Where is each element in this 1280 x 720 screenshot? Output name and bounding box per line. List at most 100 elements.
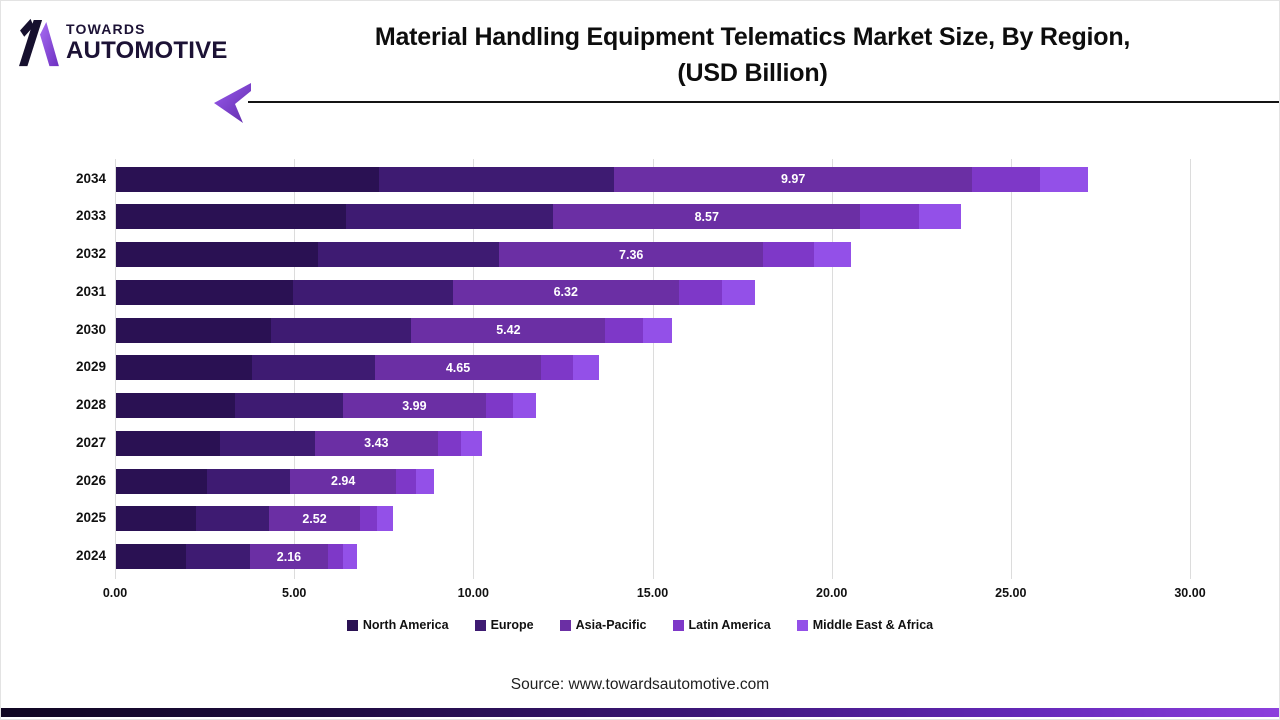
legend-swatch-icon (672, 619, 684, 631)
bar-segment-latin-america-2029 (541, 355, 574, 381)
bar-segment-latin-america-2027 (437, 430, 462, 456)
logo-a-mark-icon (19, 18, 59, 67)
logo-text: TOWARDS AUTOMOTIVE (66, 22, 228, 63)
legend-swatch-icon (559, 619, 571, 631)
bar-segment-latin-america-2034 (971, 166, 1040, 192)
bar-value-label: 9.97 (780, 172, 806, 186)
bottom-gradient-bar (1, 708, 1279, 717)
bar-value-label: 2.94 (331, 474, 356, 488)
legend-item-middle-east-africa: Middle East & Africa (796, 618, 933, 632)
chart-title-line2: (USD Billion) (677, 59, 828, 88)
x-tick-label: 0.00 (102, 586, 128, 600)
bar-row-2029: 4.65 (116, 355, 599, 381)
bar-segment-middle-east-africa-2027 (461, 430, 482, 456)
x-tick-label: 10.00 (457, 586, 489, 600)
logo: TOWARDS AUTOMOTIVE (19, 17, 228, 67)
legend-label: North America (362, 618, 449, 632)
x-tick-label: 25.00 (995, 586, 1027, 600)
bar-value-label: 8.57 (694, 209, 719, 224)
bar-segment-asia-pacific-2028: 3.99 (342, 393, 486, 418)
bar-value-label: 3.43 (364, 436, 389, 451)
chart-plot-area: 9.97 8.57 7.36 6.32 5.42 4.65 3.99 3.43 2.94 2.52… (115, 159, 1191, 579)
legend-swatch-icon (474, 619, 486, 631)
gridline-0.00 (115, 159, 116, 579)
bar-row-2027: 3.43 (116, 430, 482, 456)
chart-title-line1: Material Handling Equipment Telematics M… (374, 23, 1131, 51)
bar-segment-europe-2029 (251, 355, 375, 381)
bar-segment-north-america-2027 (116, 430, 221, 456)
y-axis-label-2025: 2025 (75, 510, 106, 526)
legend-item-europe: Europe (474, 618, 534, 632)
y-axis-label-2029: 2029 (75, 359, 106, 375)
bar-segment-europe-2026 (207, 468, 291, 494)
bar-segment-asia-pacific-2031: 6.32 (452, 279, 679, 305)
chart-title: Material Handling Equipment Telematics M… (251, 19, 1254, 92)
legend-item-asia-pacific: Asia-Pacific (559, 618, 647, 632)
bar-segment-north-america-2024 (116, 544, 187, 569)
bar-segment-asia-pacific-2029: 4.65 (374, 355, 542, 381)
bar-row-2032: 7.36 (116, 242, 851, 267)
bar-value-label: 5.42 (496, 323, 521, 337)
bar-segment-europe-2032 (317, 242, 500, 267)
bar-value-label: 6.32 (553, 285, 578, 300)
bar-segment-north-america-2025 (116, 506, 197, 532)
gridline-25.00 (1010, 159, 1012, 579)
bar-segment-europe-2028 (235, 393, 343, 418)
bar-value-label: 2.16 (276, 549, 302, 564)
legend-swatch-icon (796, 619, 808, 631)
bar-segment-middle-east-africa-2030 (642, 317, 672, 343)
bar-segment-asia-pacific-2032: 7.36 (499, 242, 764, 267)
bar-segment-middle-east-africa-2033 (919, 204, 962, 230)
bar-segment-north-america-2033 (116, 204, 347, 230)
bar-segment-europe-2034 (378, 166, 615, 192)
bar-segment-middle-east-africa-2032 (813, 242, 851, 267)
bar-segment-latin-america-2033 (860, 204, 920, 230)
y-axis-label-2030: 2030 (75, 321, 106, 337)
bar-row-2030: 5.42 (116, 317, 672, 343)
legend-label: Latin America (688, 618, 771, 632)
y-axis-label-2031: 2031 (75, 283, 106, 299)
bar-segment-latin-america-2032 (763, 242, 814, 267)
bar-row-2033: 8.57 (116, 204, 962, 230)
bar-segment-europe-2025 (196, 506, 270, 532)
bar-segment-north-america-2034 (116, 166, 379, 192)
y-axis-label-2027: 2027 (75, 434, 106, 450)
header-divider-line (248, 101, 1279, 103)
bar-segment-north-america-2029 (116, 355, 252, 381)
bar-row-2024: 2.16 (116, 544, 357, 569)
gridline-15.00 (652, 159, 654, 579)
bar-segment-north-america-2031 (116, 279, 293, 305)
bar-segment-europe-2033 (346, 204, 554, 230)
bar-row-2025: 2.52 (116, 506, 394, 532)
bar-segment-europe-2030 (271, 317, 412, 343)
bar-segment-middle-east-africa-2031 (722, 279, 756, 305)
bar-segment-middle-east-africa-2029 (573, 355, 599, 381)
bar-segment-latin-america-2026 (395, 468, 417, 494)
y-axis-label-2028: 2028 (75, 397, 106, 412)
bar-segment-asia-pacific-2034: 9.97 (614, 166, 972, 192)
bar-segment-asia-pacific-2033: 8.57 (553, 204, 861, 230)
bar-segment-latin-america-2031 (679, 279, 723, 305)
bar-segment-middle-east-africa-2034 (1039, 166, 1088, 192)
bar-value-label: 3.99 (402, 398, 427, 413)
legend-label: Asia-Pacific (575, 618, 647, 632)
legend-label: Europe (490, 618, 534, 632)
y-axis-label-2024: 2024 (75, 548, 106, 563)
bar-value-label: 2.52 (302, 511, 327, 526)
bar-segment-asia-pacific-2024: 2.16 (250, 544, 328, 569)
legend-swatch-icon (346, 619, 358, 631)
bar-row-2026: 2.94 (116, 468, 435, 494)
bar-segment-latin-america-2024 (327, 544, 343, 569)
bar-segment-asia-pacific-2030: 5.42 (411, 317, 606, 343)
gridline-20.00 (831, 159, 833, 579)
chart-legend: North America Europe Asia-Pacific Latin Ame… (1, 618, 1279, 632)
logo-text-automotive: AUTOMOTIVE (66, 36, 228, 64)
y-axis-label-2033: 2033 (75, 208, 106, 224)
y-axis-label-2034: 2034 (75, 170, 106, 186)
bar-segment-north-america-2028 (116, 393, 235, 418)
bar-segment-asia-pacific-2027: 3.43 (314, 430, 438, 456)
bar-segment-north-america-2032 (116, 242, 318, 267)
legend-item-north-america: North America (346, 618, 449, 632)
bar-row-2028: 3.99 (116, 393, 537, 418)
